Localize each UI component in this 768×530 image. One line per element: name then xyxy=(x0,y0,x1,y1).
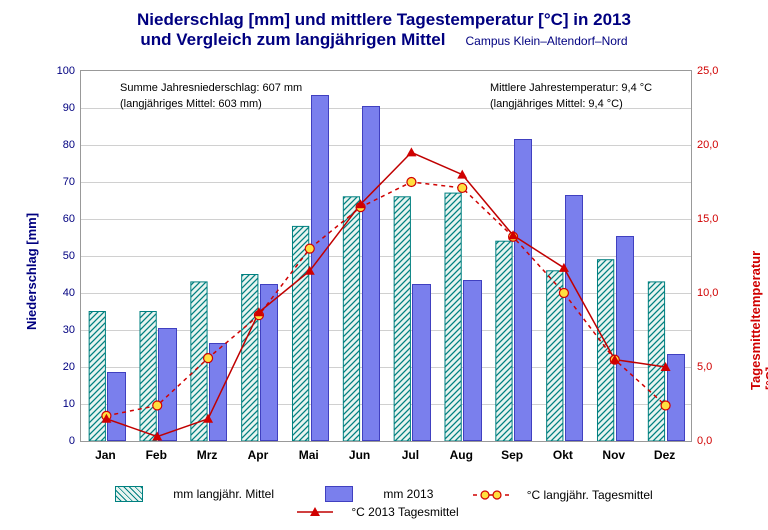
month-label: Mai xyxy=(299,448,319,462)
month-label: Aug xyxy=(450,448,473,462)
bar-2013 xyxy=(616,236,634,442)
month-label: Nov xyxy=(602,448,625,462)
y-left-label: Niederschlag [mm] xyxy=(24,213,39,330)
bar-2013 xyxy=(565,195,583,441)
bar-2013 xyxy=(311,95,329,441)
note-temp-longterm: (langjähriges Mittel: 9,4 °C) xyxy=(490,98,623,110)
month-label: Dez xyxy=(654,448,675,462)
legend-t-2013: °C 2013 Tagesmittel xyxy=(297,505,470,519)
bar-2013 xyxy=(362,106,380,441)
note-precip-sum: Summe Jahresniederschlag: 607 mm xyxy=(120,82,302,94)
plot-area: 01020304050607080901000,05,010,015,020,0… xyxy=(80,70,692,442)
bar-2013 xyxy=(107,372,125,441)
legend-mm-2013: mm 2013 xyxy=(313,486,445,502)
month-label: Apr xyxy=(248,448,269,462)
legend-t-mean: °C langjähr. Tagesmittel xyxy=(473,488,665,502)
month-label: Jul xyxy=(402,448,419,462)
title-line1: Niederschlag [mm] und mittlere Tagestemp… xyxy=(0,10,768,30)
month-label: Feb xyxy=(146,448,167,462)
bar-2013 xyxy=(260,284,278,441)
month-label: Okt xyxy=(553,448,573,462)
y-right-label: Tagesmitteltemperatur [°C] xyxy=(748,251,768,390)
bar-2013 xyxy=(158,328,176,441)
note-precip-mean: (langjähriges Mittel: 603 mm) xyxy=(120,98,262,110)
bar-2013 xyxy=(412,284,430,441)
month-label: Sep xyxy=(501,448,523,462)
month-label: Jan xyxy=(95,448,116,462)
legend-mm-mean: mm langjähr. Mittel xyxy=(103,486,286,502)
bar-2013 xyxy=(514,139,532,441)
bar-2013 xyxy=(209,343,227,441)
month-label: Jun xyxy=(349,448,370,462)
climate-chart: Niederschlag [mm] und mittlere Tagestemp… xyxy=(0,0,768,530)
title-line2: und Vergleich zum langjährigen MittelCam… xyxy=(0,30,768,50)
legend: mm langjähr. Mittel mm 2013 °C langjähr.… xyxy=(0,486,768,522)
bar-2013 xyxy=(667,354,685,441)
bar-2013 xyxy=(463,280,481,441)
chart-title: Niederschlag [mm] und mittlere Tagestemp… xyxy=(0,10,768,50)
note-temp-mean: Mittlere Jahrestemperatur: 9,4 °C xyxy=(490,82,652,94)
title-subtitle: Campus Klein–Altendorf–Nord xyxy=(466,34,628,48)
month-label: Mrz xyxy=(197,448,218,462)
